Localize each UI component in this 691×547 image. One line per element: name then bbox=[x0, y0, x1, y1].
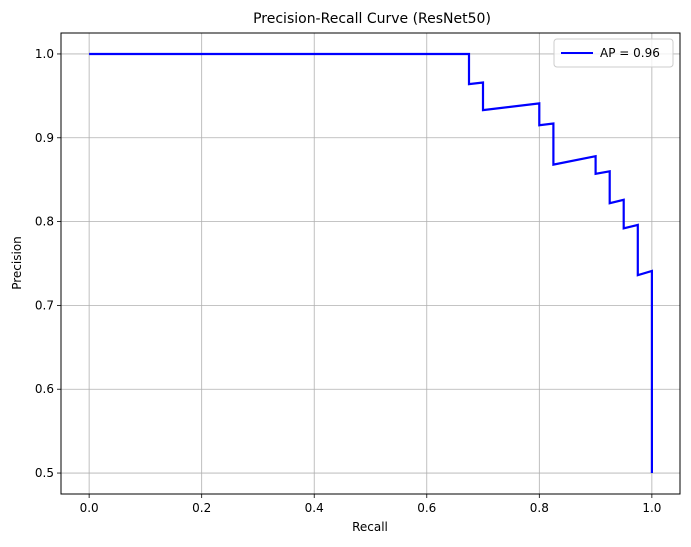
x-tick-label: 0.0 bbox=[80, 501, 99, 515]
y-tick-label: 0.8 bbox=[35, 215, 54, 229]
series-line bbox=[89, 52, 654, 473]
y-tick-label: 0.6 bbox=[35, 382, 54, 396]
series-group bbox=[89, 52, 654, 473]
chart-title: Precision-Recall Curve (ResNet50) bbox=[253, 11, 491, 27]
y-axis-label: Precision bbox=[10, 236, 24, 290]
x-tick-label: 0.2 bbox=[192, 501, 211, 515]
y-tick-label: 1.0 bbox=[35, 47, 54, 61]
y-tick-label: 0.5 bbox=[35, 466, 54, 480]
y-tick-label: 0.9 bbox=[35, 131, 54, 145]
x-tick-label: 0.4 bbox=[305, 501, 324, 515]
legend-label: AP = 0.96 bbox=[600, 46, 660, 60]
x-axis-label: Recall bbox=[352, 520, 388, 534]
x-tick-label: 0.8 bbox=[530, 501, 549, 515]
grid bbox=[61, 33, 680, 494]
legend-box bbox=[553, 38, 674, 68]
x-axis: 0.0 0.2 0.4 0.6 0.8 1.0 bbox=[80, 494, 661, 515]
plot-area-frame bbox=[60, 32, 681, 495]
x-tick-label: 0.6 bbox=[417, 501, 436, 515]
y-axis: 0.5 0.6 0.7 0.8 0.9 1.0 bbox=[35, 47, 61, 480]
y-tick-label: 0.7 bbox=[35, 298, 54, 312]
legend: AP = 0.96 bbox=[553, 38, 674, 68]
x-tick-label: 1.0 bbox=[642, 501, 661, 515]
